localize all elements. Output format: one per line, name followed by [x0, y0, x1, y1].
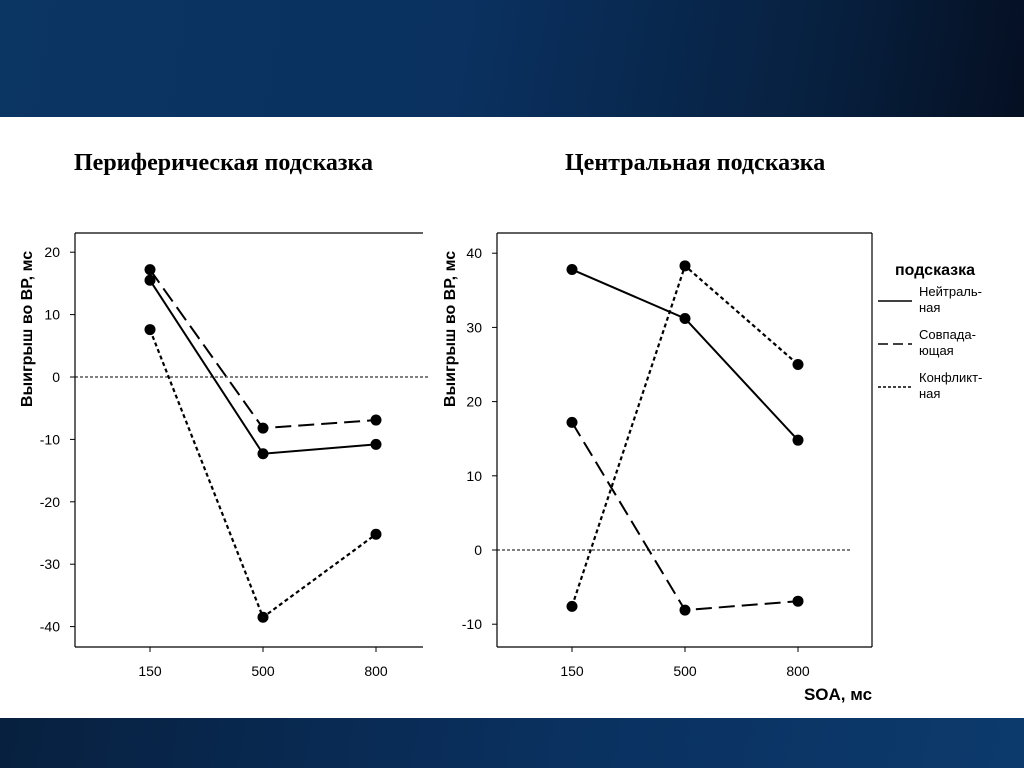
- y-tick-label: -10: [40, 431, 60, 447]
- data-point-solid: [566, 264, 578, 276]
- x-tick-label: 800: [786, 663, 810, 679]
- y-tick-label: 10: [466, 468, 482, 484]
- data-point-solid: [144, 274, 156, 286]
- y-tick-label: -10: [462, 616, 482, 632]
- data-point-dashed: [370, 414, 382, 426]
- x-tick-label: 800: [364, 663, 388, 679]
- x-axis-label: SOA, мс: [804, 685, 872, 704]
- y-tick-label: -40: [40, 619, 60, 635]
- y-tick-label: 20: [44, 244, 60, 260]
- data-point-dotted: [679, 260, 691, 272]
- series-line-dashed: [571, 421, 799, 612]
- legend-item-label: Конфликт-ная: [919, 370, 982, 401]
- header-band: [0, 0, 1024, 117]
- data-point-dashed: [144, 264, 156, 276]
- series-line-solid: [571, 268, 799, 441]
- x-tick-label: 500: [251, 663, 275, 679]
- y-tick-label: 0: [52, 369, 60, 385]
- x-tick-label: 500: [673, 663, 697, 679]
- y-tick-label: 0: [474, 542, 482, 558]
- y-tick-label: -30: [40, 556, 60, 572]
- legend-item-label: Совпада-ющая: [919, 327, 976, 358]
- legend-item-label: Нейтраль-ная: [919, 284, 982, 315]
- chart-title-peripheral: Периферическая подсказка: [74, 150, 374, 176]
- data-point-dotted: [370, 528, 382, 540]
- data-point-dashed: [679, 604, 691, 616]
- chart-title-central: Центральная подсказка: [565, 150, 826, 176]
- y-tick-label: 20: [466, 394, 482, 410]
- data-point-solid: [679, 312, 691, 324]
- data-point-dotted: [566, 600, 578, 612]
- data-point-solid: [257, 448, 269, 460]
- y-tick-label: -20: [40, 494, 60, 510]
- series-line-dotted: [148, 329, 377, 619]
- data-point-dotted: [257, 611, 269, 623]
- data-point-dashed: [566, 416, 578, 428]
- legend-title: подсказка: [895, 262, 975, 279]
- y-tick-label: 10: [44, 307, 60, 323]
- content-panel: [0, 117, 1024, 718]
- data-point-dashed: [792, 595, 804, 607]
- y-axis-label: Выигрыш во ВР, мс: [19, 251, 36, 407]
- y-tick-label: 30: [466, 319, 482, 335]
- data-point-solid: [370, 438, 382, 450]
- x-tick-label: 150: [138, 663, 162, 679]
- data-point-dotted: [144, 324, 156, 336]
- data-point-dashed: [257, 422, 269, 434]
- y-tick-label: 40: [466, 245, 482, 261]
- series-line-dashed: [149, 269, 377, 430]
- data-point-dotted: [792, 359, 804, 370]
- data-point-solid: [792, 434, 804, 446]
- x-tick-label: 150: [560, 663, 584, 679]
- footer-band: [0, 718, 1024, 768]
- y-axis-label: Выигрыш во ВР, мс: [442, 251, 459, 407]
